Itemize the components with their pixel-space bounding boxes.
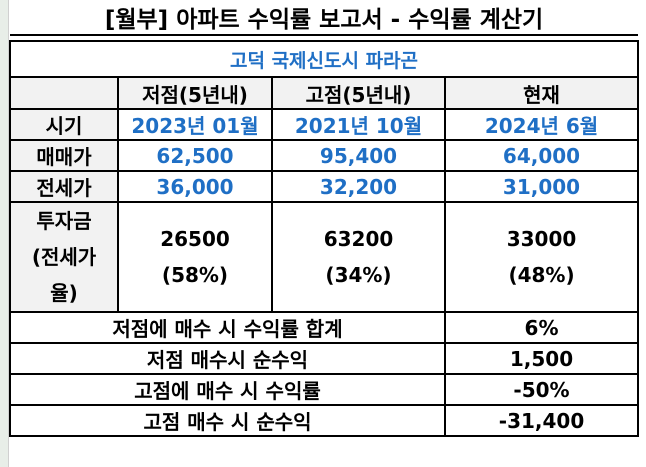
- investment-cell: 26500 (58%): [117, 201, 273, 313]
- row-label: 전세가: [9, 170, 119, 203]
- amount: 33000: [506, 227, 577, 251]
- data-cell: 32,200: [271, 170, 446, 203]
- summary-label: 고점에 매수 시 수익률: [9, 373, 446, 406]
- corner-cell: [9, 76, 119, 110]
- header-row: 저점(5년내) 고점(5년내) 현재: [9, 76, 640, 110]
- amount: 26500: [160, 227, 230, 251]
- summary-value: 6%: [443, 311, 640, 344]
- calc-table: [월부] 아파트 수익률 보고서 - 수익률 계산기 고덕 국제신도시 파라곤 …: [8, 0, 640, 437]
- data-cell: 36,000: [117, 170, 273, 203]
- data-cell: 2021년 10월: [271, 108, 446, 141]
- data-cell: 31,000: [443, 170, 640, 203]
- summary-label: 고점 매수 시 순수익: [9, 404, 446, 437]
- summary-value: 1,500: [443, 342, 640, 375]
- row-label: 매매가: [9, 139, 119, 172]
- data-cell: 64,000: [443, 139, 640, 172]
- data-cell: 95,400: [271, 139, 446, 172]
- summary-value: -31,400: [443, 404, 640, 437]
- column-header: 현재: [443, 76, 640, 110]
- summary-row: 고점 매수 시 순수익 -31,400: [9, 404, 640, 437]
- region-row: 고덕 국제신도시 파라곤: [8, 40, 640, 78]
- summary-value: -50%: [443, 373, 640, 406]
- data-cell: 2023년 01월: [117, 108, 273, 141]
- column-header: 고점(5년내): [271, 76, 446, 110]
- data-cell: 2024년 6월: [443, 108, 640, 141]
- ratio: (48%): [508, 263, 575, 287]
- summary-row: 저점 매수시 순수익 1,500: [9, 342, 640, 375]
- summary-label: 저점에 매수 시 수익률 합계: [9, 311, 446, 344]
- region: 고덕 국제신도시 파라곤: [8, 40, 640, 78]
- column-header: 저점(5년내): [117, 76, 273, 110]
- title-row: [월부] 아파트 수익률 보고서 - 수익률 계산기: [10, 0, 639, 36]
- label-line: (전세가: [31, 245, 97, 269]
- summary-row: 저점에 매수 시 수익률 합계 6%: [9, 311, 640, 344]
- amount: 63200: [323, 227, 394, 251]
- label-line: 투자금: [36, 209, 92, 233]
- label-line: 율): [50, 281, 78, 305]
- data-row: 매매가 62,500 95,400 64,000: [9, 139, 640, 172]
- table-body: [월부] 아파트 수익률 보고서 - 수익률 계산기 고덕 국제신도시 파라곤 …: [8, 0, 640, 437]
- row-label: 시기: [9, 108, 119, 141]
- data-row: 전세가 36,000 32,200 31,000: [9, 170, 640, 203]
- investment-cell: 33000 (48%): [443, 201, 640, 313]
- data-row: 시기 2023년 01월 2021년 10월 2024년 6월: [9, 108, 640, 141]
- summary-label: 저점 매수시 순수익: [9, 342, 446, 375]
- sheet-edge: [0, 0, 9, 467]
- ratio: (58%): [161, 263, 229, 287]
- title: [월부] 아파트 수익률 보고서 - 수익률 계산기: [10, 0, 639, 36]
- data-cell: 62,500: [117, 139, 273, 172]
- summary-row: 고점에 매수 시 수익률 -50%: [9, 373, 640, 406]
- investment-cell: 63200 (34%): [271, 201, 446, 313]
- ratio: (34%): [325, 263, 392, 287]
